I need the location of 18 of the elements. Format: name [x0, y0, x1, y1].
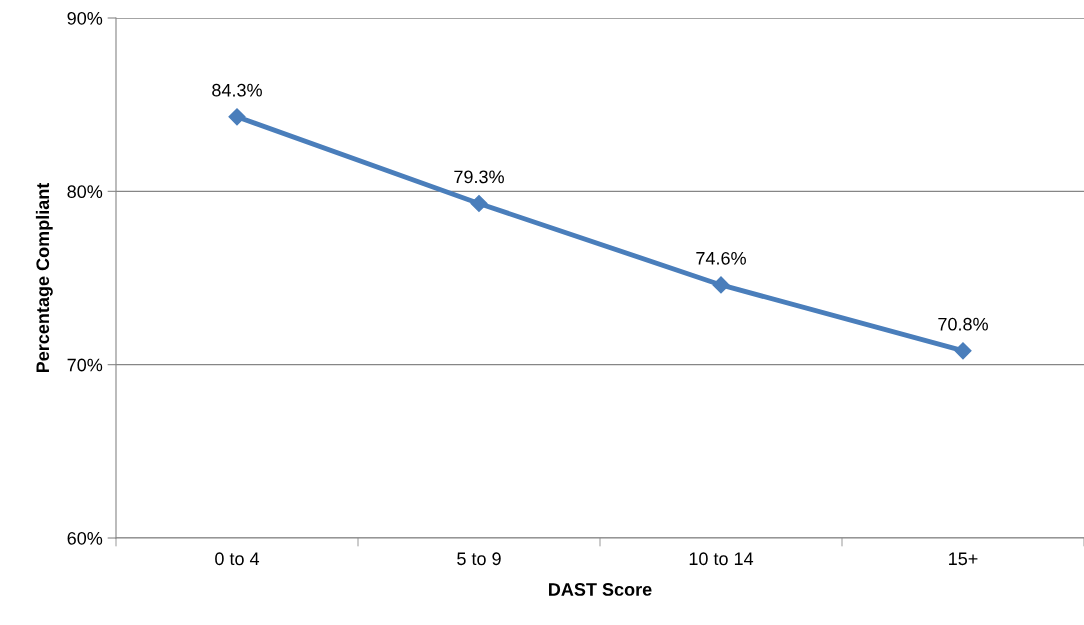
x-tick-label: 15+	[949, 552, 978, 566]
point	[470, 194, 488, 213]
data-label: 79.3%	[454, 170, 504, 184]
y-tick-label: 70%	[67, 358, 103, 372]
y-tick-label: 90%	[67, 11, 103, 25]
point	[954, 342, 972, 360]
data-label: 70.8%	[938, 317, 988, 331]
y-tick-label: 60%	[67, 531, 103, 545]
y-axis-title: Percentage Compliant	[35, 182, 53, 373]
x-tick-label: 0 to 4	[215, 552, 260, 566]
y-tick-label: 80%	[67, 185, 103, 199]
point	[712, 276, 730, 294]
x-tick-label: 10 to 14	[689, 552, 754, 566]
data-label: 84.3%	[212, 83, 262, 97]
x-axis-title: DAST Score	[549, 583, 652, 596]
x-tick-label: 5 to 9	[457, 552, 501, 566]
point	[228, 108, 246, 126]
data-label: 74.6%	[696, 251, 746, 265]
